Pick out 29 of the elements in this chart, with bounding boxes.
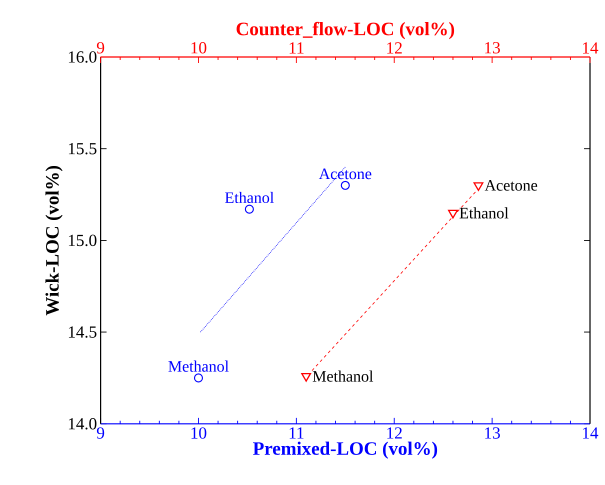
y-tick-label: 16.0: [68, 51, 96, 63]
x-tick-label: 11: [290, 427, 304, 438]
series-label: Methanol: [168, 360, 229, 372]
series-label: Ethanol: [225, 192, 274, 204]
y-tick-label: 15.0: [68, 234, 96, 246]
x2-tick-label: 13: [485, 42, 500, 54]
point: [244, 204, 254, 214]
y-tick-label: 14.0: [68, 418, 96, 430]
x2-tick-label: 12: [387, 42, 402, 54]
y-tick-label: 15.5: [68, 142, 96, 154]
y-axis-title: Wick-LOC (vol%): [45, 166, 63, 316]
x2-tick-label: 9: [96, 42, 104, 54]
series-label: Methanol: [312, 370, 374, 382]
x-tick-label: 9: [96, 427, 104, 439]
x2-tick-label: 11: [290, 42, 304, 54]
point: [340, 180, 350, 190]
series-label: Ethanol: [460, 207, 508, 218]
x2-tick-label: 10: [192, 42, 206, 54]
x2-axis-title: Counter_flow-LOC (vol%): [236, 22, 454, 40]
y-tick-label: 14.5: [68, 326, 96, 338]
x-tick-label: 14: [583, 427, 598, 438]
x-tick-label: 12: [387, 427, 402, 439]
x2-tick-label: 14: [583, 42, 598, 54]
point: [194, 373, 204, 382]
x-tick-label: 10: [192, 427, 206, 439]
x-axis-title: Premixed-LOC (vol%): [253, 442, 438, 459]
series-label: Acetone: [318, 168, 372, 180]
x-tick-label: 13: [485, 427, 500, 439]
series-label: Acetone: [484, 180, 538, 191]
